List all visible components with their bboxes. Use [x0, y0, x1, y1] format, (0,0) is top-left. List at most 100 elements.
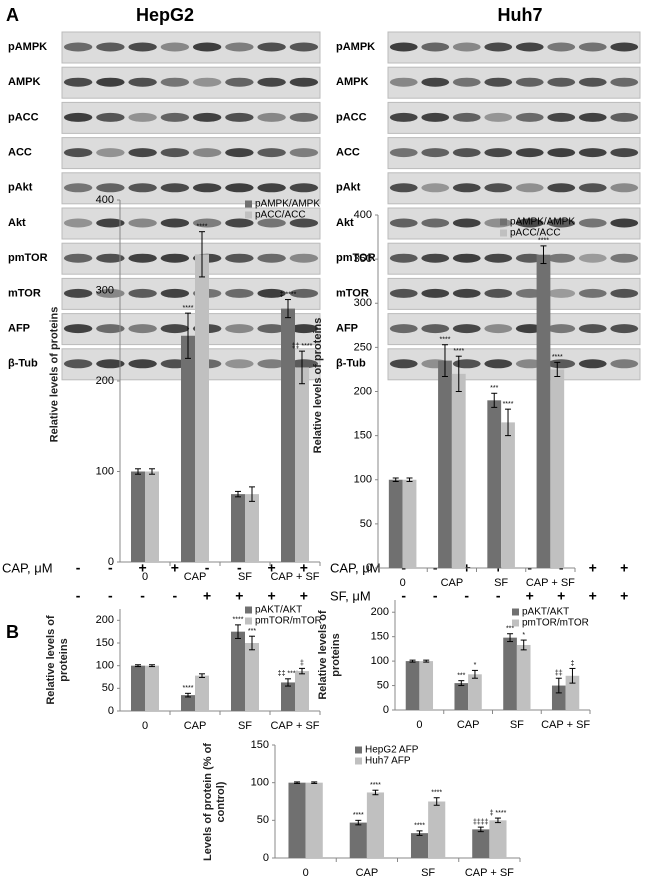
bar	[195, 254, 209, 563]
significance: ***	[506, 626, 514, 633]
y-tick-label: 100	[96, 465, 114, 477]
bar	[438, 360, 452, 568]
blot-band	[128, 148, 157, 158]
blot-band	[96, 324, 125, 334]
blot-band	[128, 253, 157, 263]
treatment-sign: -	[173, 588, 178, 604]
blot-band	[63, 324, 93, 334]
bar	[245, 494, 259, 562]
treatment-label: CAP, μM	[2, 560, 53, 575]
blot-band	[160, 148, 190, 158]
treatment-sign: +	[268, 560, 276, 576]
treatment-sign: +	[557, 588, 565, 604]
legend-swatch	[500, 218, 507, 226]
significance: ‡‡‡‡	[473, 819, 489, 826]
blot-row-label: pACC	[8, 111, 39, 123]
blot-band	[128, 112, 157, 122]
blot-band	[452, 288, 481, 298]
treatment-sign: -	[433, 588, 438, 604]
blot-band	[192, 183, 222, 193]
y-tick-label: 150	[354, 430, 372, 442]
blot-band	[515, 183, 544, 193]
blot-band	[257, 77, 286, 87]
bar	[410, 833, 429, 858]
bar	[536, 254, 551, 568]
blot-band	[96, 77, 125, 87]
blot-band	[578, 288, 607, 298]
blot-band	[289, 324, 319, 334]
bar	[349, 822, 367, 858]
y-axis-label: Relative levels of proteins	[48, 306, 61, 443]
significance: ‡‡ ****	[278, 671, 299, 678]
bar	[181, 695, 195, 711]
x-tick-label: CAP + SF	[526, 577, 575, 589]
blot-band	[421, 183, 450, 193]
blot-band	[128, 288, 157, 298]
treatment-sign: -	[108, 560, 113, 576]
blot-band	[547, 253, 576, 263]
blot-row-label: pAMPK	[336, 41, 375, 53]
legend-swatch	[245, 606, 252, 614]
y-tick-label: 300	[354, 297, 372, 309]
blot-band	[128, 183, 157, 193]
blot-band	[63, 148, 93, 158]
blot-band	[547, 288, 576, 298]
blot-band	[160, 288, 190, 298]
blot-band	[389, 183, 418, 193]
blot-row-label: pmTOR	[336, 252, 376, 264]
blot-title: Huh7	[498, 5, 543, 25]
treatment-sign: -	[205, 560, 210, 576]
treatment-label: CAP, μM	[330, 560, 381, 575]
blot-band	[484, 42, 513, 52]
blot-band	[257, 218, 286, 228]
y-tick-label: 50	[257, 814, 269, 826]
blot-row-label: pAMPK	[8, 41, 47, 53]
y-tick-label: 50	[102, 682, 114, 694]
y-tick-label: 0	[108, 705, 114, 717]
blot-band	[389, 288, 418, 298]
blot-band	[610, 218, 639, 228]
significance: ‡‡ ****	[292, 343, 313, 350]
blot-band	[610, 148, 639, 158]
significance: ‡	[300, 660, 304, 667]
y-tick-label: 100	[96, 660, 114, 672]
y-tick-label: 400	[96, 194, 114, 206]
bar	[295, 367, 309, 562]
blot-row-label: pACC	[336, 111, 367, 123]
bar	[131, 471, 145, 562]
treatment-sign: +	[589, 560, 597, 576]
treatment-sign: +	[300, 588, 308, 604]
significance: ‡	[570, 660, 574, 667]
legend-swatch	[245, 200, 252, 208]
blot-band	[289, 183, 319, 193]
blot-band	[192, 148, 222, 158]
blot-band	[160, 218, 190, 228]
significance: ‡ ****	[490, 810, 507, 817]
x-tick-label: SF	[238, 720, 252, 732]
legend-label: pAKT/AKT	[522, 607, 569, 618]
blot-band	[421, 218, 450, 228]
treatment-sign: -	[401, 588, 406, 604]
blot-row-label: pAkt	[8, 182, 33, 194]
significance: ****	[538, 238, 549, 245]
blot-band	[610, 77, 639, 87]
blot-band	[63, 77, 93, 87]
significance: ****	[233, 617, 244, 624]
blot-band	[289, 288, 319, 298]
bar	[295, 671, 309, 711]
y-tick-label: 200	[371, 606, 389, 618]
blot-band	[484, 148, 513, 158]
blot-band	[452, 77, 481, 87]
blot-band	[547, 112, 576, 122]
blot-band	[257, 112, 286, 122]
blot-band	[452, 253, 481, 263]
legend-swatch	[355, 746, 362, 754]
treatment-sign: -	[237, 560, 242, 576]
blot-band	[63, 42, 93, 52]
significance: ****	[370, 782, 381, 789]
significance: ‡‡	[555, 670, 563, 677]
y-tick-label: 200	[96, 614, 114, 626]
blot-band	[389, 77, 418, 87]
blot-band	[257, 253, 286, 263]
blot-band	[225, 42, 254, 52]
